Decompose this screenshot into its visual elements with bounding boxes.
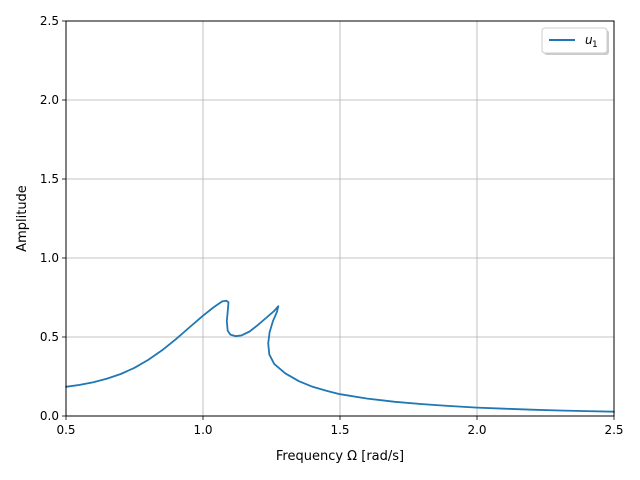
x-tick-label: 0.5	[56, 423, 75, 437]
y-tick-label: 0.0	[40, 409, 59, 423]
legend-label: u	[585, 33, 593, 47]
x-tick-label: 2.0	[467, 423, 486, 437]
y-tick-label: 2.0	[40, 93, 59, 107]
y-tick-label: 0.5	[40, 330, 59, 344]
grid	[65, 20, 615, 417]
y-tick-label: 1.5	[40, 172, 59, 186]
ticks: 0.5 1.0 1.5 2.0 2.50.00.51.01.52.02.5	[40, 14, 624, 437]
y-axis-label: Amplitude	[15, 185, 30, 252]
y-tick-label: 2.5	[40, 14, 59, 28]
x-tick-label: 2.5	[604, 423, 623, 437]
legend: u 1	[541, 27, 609, 55]
x-tick-label: 1.5	[330, 423, 349, 437]
series-layer	[65, 299, 615, 413]
y-tick-label: 1.0	[40, 251, 59, 265]
series-line-u1	[65, 299, 615, 413]
x-axis-label: Frequency Ω [rad/s]	[276, 449, 404, 464]
x-tick-label: 1.0	[193, 423, 212, 437]
legend-label-subscript: 1	[592, 40, 598, 50]
